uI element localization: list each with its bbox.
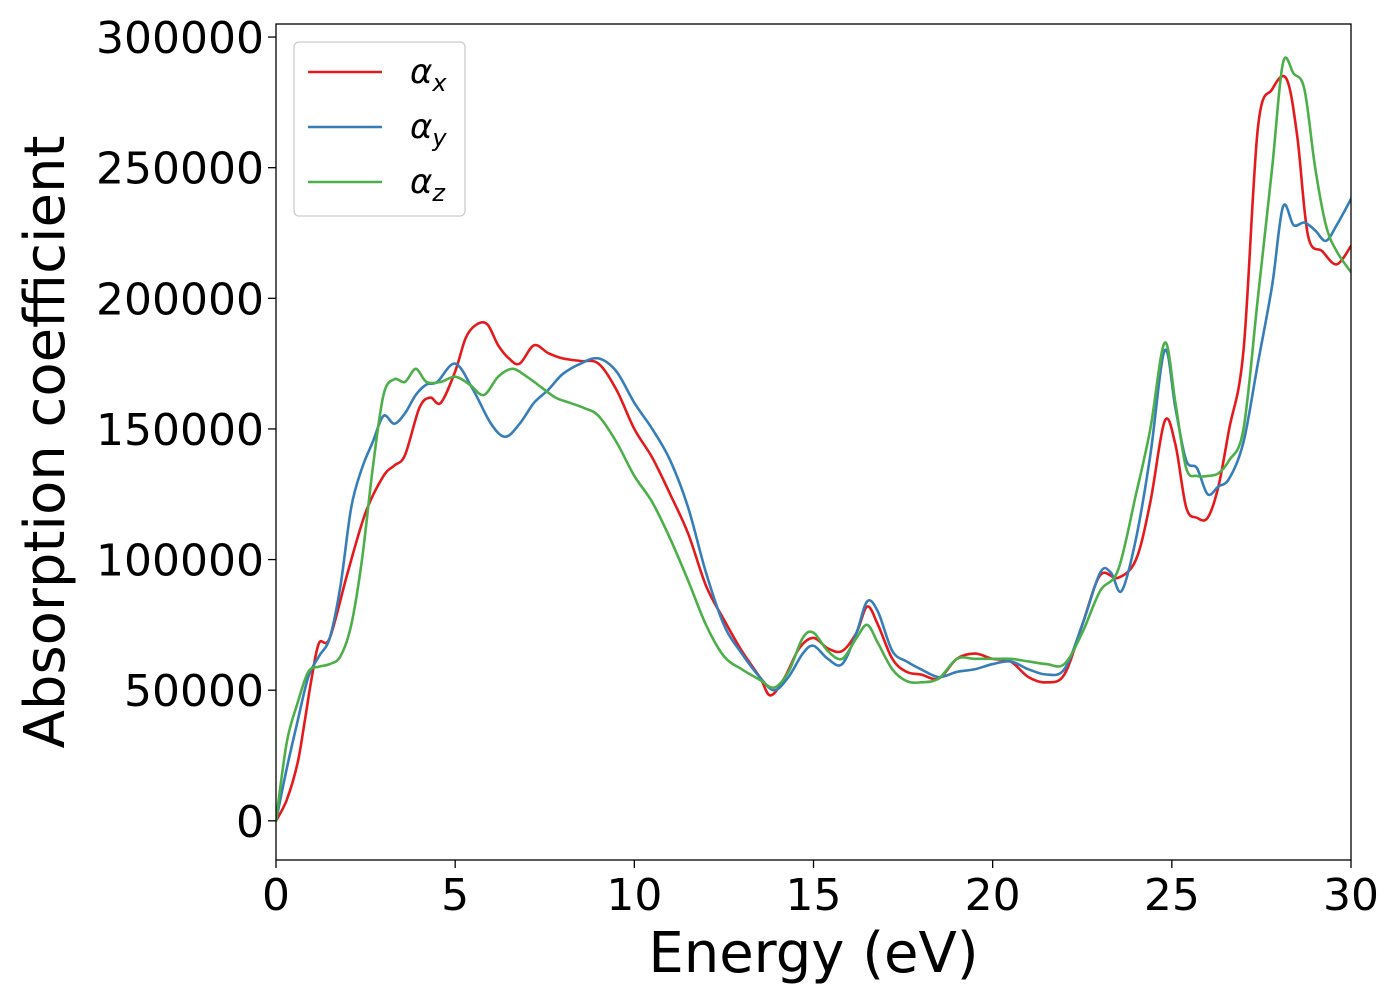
x-tick-label: 20 bbox=[965, 870, 1021, 921]
x-tick-label: 15 bbox=[786, 870, 842, 921]
legend-label-main: α bbox=[410, 162, 432, 202]
x-tick-label: 5 bbox=[441, 870, 469, 921]
legend-label-main: α bbox=[410, 52, 432, 92]
legend-label-sub: x bbox=[431, 69, 447, 97]
legend-label-main: α bbox=[410, 107, 432, 147]
legend-box bbox=[293, 41, 466, 217]
y-tick-label: 250000 bbox=[96, 144, 264, 195]
y-tick-label: 100000 bbox=[96, 536, 264, 587]
x-tick-label: 0 bbox=[262, 870, 290, 921]
y-tick-label: 150000 bbox=[96, 405, 264, 456]
series-line-y bbox=[276, 197, 1351, 823]
series-layer bbox=[276, 56, 1351, 823]
y-tick-label: 200000 bbox=[96, 274, 264, 325]
legend-label-sub: z bbox=[431, 179, 446, 207]
series-line-z bbox=[276, 56, 1351, 823]
y-tick-label: 300000 bbox=[96, 13, 264, 64]
x-axis-title: Energy (eV) bbox=[648, 921, 978, 986]
y-axis-title: Absorption coefficient bbox=[13, 136, 78, 749]
x-tick-label: 30 bbox=[1323, 870, 1379, 921]
x-tick-label: 10 bbox=[606, 870, 662, 921]
x-tick-label: 25 bbox=[1144, 870, 1200, 921]
ticks-layer: 0 5 10 15 20 25 30 0 50000 100000 150000 200000 2500… bbox=[96, 13, 1379, 921]
series-line-x bbox=[276, 74, 1351, 823]
legend-label-sub: y bbox=[431, 124, 447, 152]
y-tick-label: 0 bbox=[236, 797, 264, 848]
legend-label-x: αx bbox=[410, 52, 447, 97]
y-tick-label: 50000 bbox=[124, 666, 264, 717]
legend-label-y: αy bbox=[410, 107, 447, 152]
legend-label-z: αz bbox=[410, 162, 446, 207]
